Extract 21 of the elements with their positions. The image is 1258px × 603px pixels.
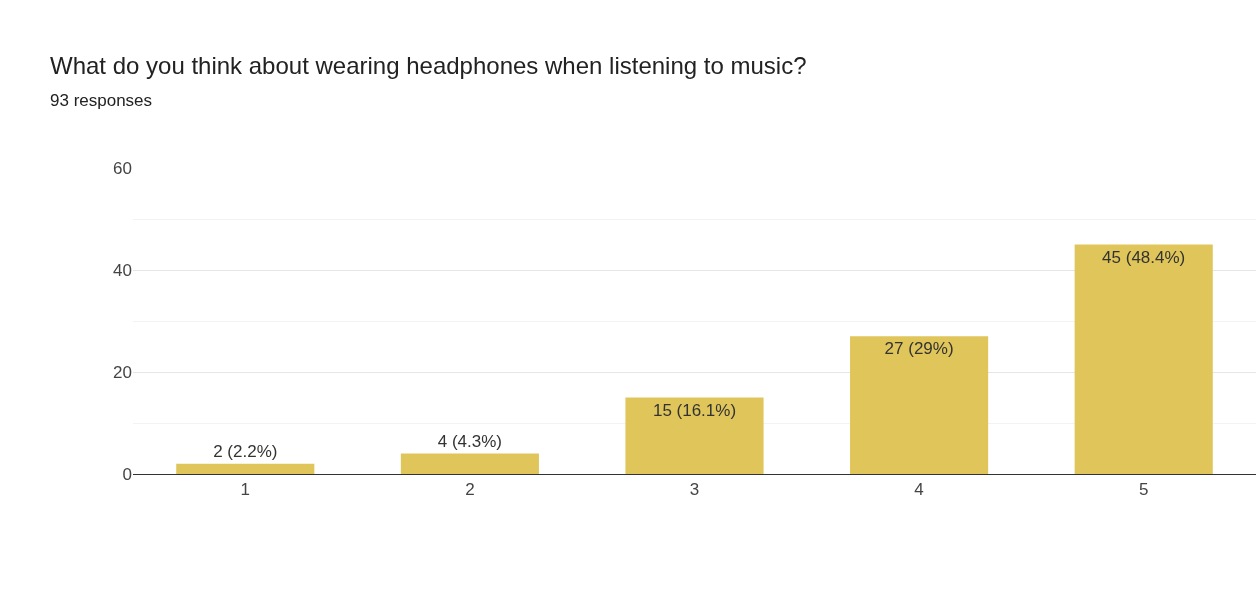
y-tick-label: 60 — [113, 158, 132, 178]
bar — [176, 463, 315, 474]
y-tick-label: 40 — [113, 260, 132, 280]
data-label: 27 (29%) — [884, 339, 954, 359]
x-tick-label: 1 — [240, 480, 251, 500]
data-label: 15 (16.1%) — [652, 400, 737, 420]
data-label: 2 (2.2%) — [213, 441, 278, 461]
x-tick-label: 3 — [689, 480, 700, 500]
y-tick-label: 0 — [122, 464, 132, 484]
x-tick-label: 2 — [465, 480, 475, 500]
chart-subtitle: 93 responses — [50, 91, 153, 111]
x-tick-label: 4 — [914, 480, 924, 500]
bar — [625, 397, 764, 474]
bar — [850, 336, 989, 474]
y-tick-label: 20 — [113, 362, 132, 382]
bar — [1074, 244, 1213, 474]
data-label: 4 (4.3%) — [437, 431, 503, 451]
x-tick-label: 5 — [1138, 480, 1149, 500]
bar — [400, 453, 539, 474]
chart-title: What do you think about wearing headphones when listening to music? — [50, 52, 807, 80]
data-label: 45 (48.4%) — [1102, 247, 1186, 267]
